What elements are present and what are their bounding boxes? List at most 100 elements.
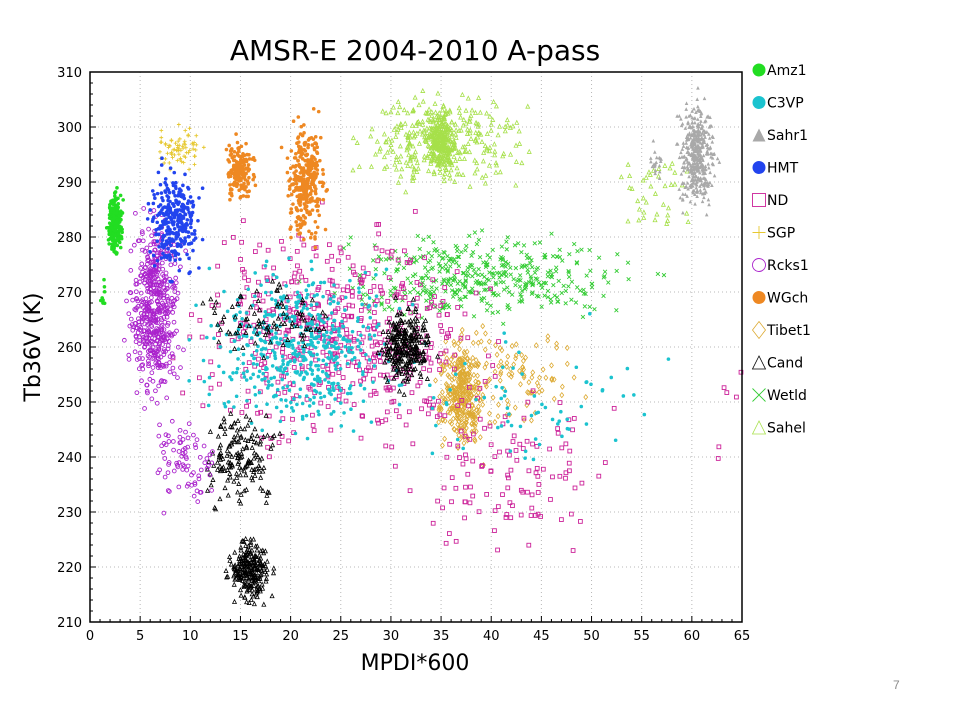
data-point	[502, 128, 508, 134]
data-point	[245, 388, 251, 394]
data-point	[481, 149, 487, 155]
data-point	[470, 339, 476, 347]
data-point	[337, 385, 341, 389]
data-point	[368, 289, 373, 294]
data-point	[684, 101, 689, 105]
data-point	[256, 468, 262, 474]
data-point	[285, 336, 291, 342]
data-point	[158, 324, 164, 329]
data-point	[268, 445, 274, 451]
data-point	[517, 273, 523, 278]
data-point	[310, 198, 315, 203]
data-point	[237, 322, 243, 328]
data-point	[159, 362, 165, 368]
data-point	[517, 299, 522, 304]
data-point	[153, 388, 158, 394]
data-point	[319, 395, 323, 400]
data-point	[411, 366, 417, 373]
data-point	[463, 294, 468, 300]
data-point	[467, 130, 473, 136]
data-point	[249, 432, 255, 438]
data-point	[251, 322, 257, 328]
data-point	[693, 201, 697, 206]
data-point	[476, 403, 481, 410]
data-point	[681, 144, 686, 148]
data-point	[222, 484, 228, 491]
data-point	[297, 148, 302, 153]
data-point	[445, 161, 451, 167]
data-point	[703, 164, 708, 168]
data-point	[265, 278, 270, 283]
data-point	[400, 351, 406, 357]
data-point	[533, 437, 538, 441]
data-point	[474, 166, 480, 172]
data-point	[414, 349, 420, 355]
data-point	[460, 461, 466, 467]
data-point	[215, 433, 221, 439]
data-point	[445, 331, 450, 337]
data-point	[338, 401, 343, 405]
data-point	[260, 298, 266, 304]
data-point	[295, 223, 299, 228]
data-point	[437, 412, 443, 418]
data-point	[395, 110, 401, 116]
data-point	[388, 288, 393, 294]
data-point	[417, 128, 423, 134]
data-point	[391, 339, 397, 345]
data-point	[531, 457, 536, 462]
data-point	[422, 134, 428, 140]
data-point	[399, 283, 404, 289]
data-point	[390, 320, 397, 326]
data-point	[222, 289, 226, 294]
data-point	[388, 109, 394, 115]
data-point	[433, 109, 439, 115]
data-point	[697, 170, 702, 175]
data-point	[475, 339, 481, 346]
data-point	[428, 150, 434, 156]
data-point	[618, 174, 624, 180]
data-point	[466, 380, 472, 388]
data-point	[335, 306, 341, 311]
data-point	[383, 257, 389, 262]
data-point	[439, 134, 445, 140]
data-point	[710, 161, 715, 166]
data-point	[410, 129, 417, 135]
data-point	[310, 423, 316, 428]
data-point	[324, 330, 329, 335]
data-point	[359, 413, 365, 419]
data-point	[308, 235, 313, 240]
data-point	[456, 263, 462, 269]
data-point	[183, 248, 188, 254]
data-point	[234, 184, 239, 189]
data-point	[401, 348, 407, 354]
data-point	[491, 291, 497, 296]
data-point	[216, 453, 223, 459]
data-point	[251, 372, 256, 377]
data-point	[315, 151, 320, 156]
data-point	[684, 141, 689, 145]
data-point	[536, 482, 542, 487]
data-point	[298, 315, 304, 321]
data-point	[254, 433, 260, 439]
data-point	[651, 167, 657, 173]
data-point	[310, 322, 315, 327]
data-point	[194, 133, 199, 138]
data-point	[177, 136, 182, 141]
data-point	[464, 348, 470, 355]
data-point	[270, 570, 277, 576]
data-point	[462, 294, 468, 300]
data-point	[326, 341, 331, 345]
data-point	[265, 402, 269, 407]
data-point	[413, 308, 419, 315]
data-point	[227, 143, 231, 148]
data-point	[405, 137, 411, 143]
data-point	[405, 162, 411, 169]
data-point	[461, 348, 467, 356]
data-point	[462, 433, 468, 439]
data-point	[231, 434, 237, 440]
data-point	[245, 369, 249, 374]
data-point	[530, 369, 536, 376]
data-point	[147, 318, 153, 324]
data-point	[450, 370, 456, 377]
data-point	[148, 323, 154, 328]
